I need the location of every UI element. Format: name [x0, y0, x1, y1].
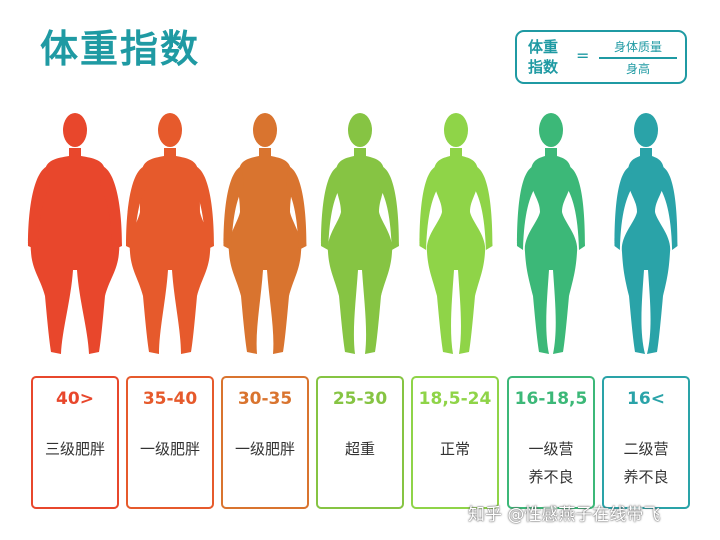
silhouette-right-arm — [286, 166, 307, 250]
body-silhouettes — [28, 113, 678, 354]
body-silhouette — [223, 113, 307, 354]
bmi-category-box: 16< 二级营养不良 — [602, 376, 690, 509]
bmi-category-label: 超重 — [318, 435, 402, 463]
silhouette-head — [253, 113, 277, 147]
silhouette-left-arm — [126, 166, 147, 250]
bmi-formula-box: 体重 指数 = 身体质量 身高 — [515, 30, 687, 84]
silhouette-body — [129, 148, 211, 354]
silhouette-head — [158, 113, 182, 147]
formula-lhs-line1: 体重 — [528, 38, 559, 56]
silhouette-right-arm — [566, 166, 585, 250]
body-silhouette — [28, 113, 122, 354]
bmi-category-label-line1: 一级肥胖 — [139, 440, 200, 458]
silhouette-right-arm — [193, 166, 214, 250]
silhouette-right-arm — [379, 166, 399, 250]
bmi-category-label-line1: 三级肥胖 — [44, 440, 105, 458]
fraction-bar — [599, 57, 677, 59]
bmi-category-label: 一级肥胖 — [128, 435, 212, 463]
bmi-category-label: 二级营 养不良 — [604, 435, 688, 491]
bmi-category-label-line1: 一级营 — [528, 440, 574, 458]
silhouette-body — [30, 148, 120, 354]
body-silhouette — [419, 113, 493, 354]
silhouette-left-arm — [614, 166, 633, 250]
bmi-range: 35-40 — [142, 389, 198, 409]
body-silhouette — [321, 113, 399, 354]
silhouette-left-arm — [321, 166, 341, 250]
formula-equals: = — [576, 46, 590, 65]
silhouette-head — [444, 113, 468, 147]
silhouette-head — [539, 113, 563, 147]
bmi-category-label-line1: 正常 — [439, 440, 470, 458]
bmi-category-label-line1: 超重 — [344, 440, 375, 458]
bmi-range: 40> — [56, 389, 94, 409]
bmi-category-label-line1: 二级营 — [623, 440, 669, 458]
silhouette-body — [426, 148, 486, 354]
silhouette-head — [348, 113, 372, 147]
bmi-category-label-line1: 一级肥胖 — [234, 440, 295, 458]
bmi-category-box: 18,5-24 正常 — [411, 376, 499, 509]
silhouette-body — [621, 148, 671, 354]
silhouette-left-arm — [28, 166, 50, 250]
body-silhouette — [614, 113, 678, 354]
body-silhouette — [517, 113, 585, 354]
bmi-category-label: 一级肥胖 — [223, 435, 307, 463]
formula-numerator: 身体质量 — [613, 40, 662, 54]
watermark-text: 知乎 @性感燕子在线带飞 — [468, 505, 661, 525]
formula-lhs: 体重 指数 — [528, 37, 558, 77]
bmi-category-box: 25-30 超重 — [316, 376, 404, 509]
silhouette-left-arm — [223, 166, 244, 250]
silhouette-left-arm — [517, 166, 536, 250]
silhouette-body — [524, 148, 578, 354]
bmi-range: 16-18,5 — [514, 389, 588, 409]
bmi-category-box: 16-18,5 一级营养不良 — [507, 376, 595, 509]
formula-fraction: 身体质量 身高 — [599, 38, 677, 78]
bmi-range: 18,5-24 — [418, 389, 492, 409]
bmi-category-label: 一级营 养不良 — [509, 435, 593, 491]
silhouette-head — [63, 113, 87, 147]
silhouette-left-arm — [419, 166, 439, 250]
bmi-range: 25-30 — [332, 389, 388, 409]
page-title: 体重指数 — [40, 27, 201, 71]
formula-lhs-line2: 指数 — [528, 58, 559, 76]
bmi-category-box: 40> 三级肥胖 — [31, 376, 119, 509]
bmi-category-label: 三级肥胖 — [33, 435, 117, 463]
silhouette-body — [327, 148, 393, 354]
bmi-category-label-line2: 养不良 — [528, 468, 574, 486]
bmi-category-label: 正常 — [413, 435, 497, 463]
bmi-category-box: 30-35 一级肥胖 — [221, 376, 309, 509]
bmi-category-label-line2: 养不良 — [623, 468, 669, 486]
silhouette-right-arm — [659, 166, 678, 250]
bmi-range: 16< — [627, 389, 665, 409]
bmi-category-box: 35-40 一级肥胖 — [126, 376, 214, 509]
bmi-range: 30-35 — [237, 389, 293, 409]
formula-denominator: 身高 — [625, 61, 650, 76]
silhouette-right-arm — [100, 166, 122, 250]
body-silhouette — [126, 113, 214, 354]
silhouette-right-arm — [473, 166, 493, 250]
silhouette-head — [634, 113, 658, 147]
silhouette-body — [228, 148, 302, 354]
